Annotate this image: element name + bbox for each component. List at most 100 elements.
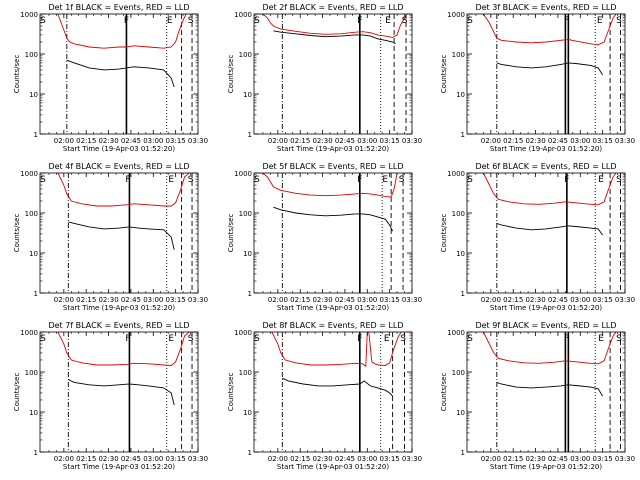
event-marker-label: F xyxy=(124,16,129,26)
x-tick-label: 02:30 xyxy=(312,137,332,145)
plot-area xyxy=(482,173,621,293)
y-tick-label: 100 xyxy=(239,51,252,59)
y-tick-label: 10 xyxy=(243,409,252,417)
x-tick-label: 02:45 xyxy=(548,296,568,304)
event-marker-label: F xyxy=(357,16,362,26)
x-axis-label: Start Time (19-Apr-03 01:52:20) xyxy=(63,145,175,153)
x-tick-label: 02:15 xyxy=(76,137,96,145)
x-tick-label: 02:45 xyxy=(121,296,141,304)
x-tick-label: 03:15 xyxy=(593,296,613,304)
x-tick-label: 02:30 xyxy=(98,296,118,304)
x-tick-label: 03:15 xyxy=(166,296,186,304)
x-tick-label: 03:15 xyxy=(166,137,186,145)
x-tick-label: 03:15 xyxy=(166,455,186,463)
event-marker-label: S xyxy=(399,175,405,185)
lld-series-line xyxy=(255,173,398,198)
event-marker-label: E xyxy=(168,175,174,185)
y-tick-label: 10 xyxy=(456,409,465,417)
y-tick-label: 1 xyxy=(461,290,465,298)
x-tick-label: 02:00 xyxy=(481,296,501,304)
event-marker-label: S xyxy=(254,16,260,26)
plot-area xyxy=(57,173,193,293)
y-tick-label: 100 xyxy=(452,369,465,377)
y-tick-label: 1000 xyxy=(447,11,465,19)
chart-title: Det 3f BLACK = Events, RED = LLD xyxy=(475,3,616,12)
event-marker-label: S xyxy=(616,175,622,185)
y-axis-label: Counts/sec xyxy=(13,373,21,412)
event-marker-label: F xyxy=(357,175,362,185)
event-marker-label: E xyxy=(597,16,603,26)
y-axis-label: Counts/sec xyxy=(227,55,235,94)
x-tick-label: 02:45 xyxy=(548,455,568,463)
x-tick-label: 02:15 xyxy=(290,137,310,145)
x-tick-label: 03:00 xyxy=(570,296,590,304)
x-tick-label: 03:00 xyxy=(143,296,163,304)
lld-series-line xyxy=(57,14,190,49)
y-axis-label: Counts/sec xyxy=(13,214,21,253)
x-tick-label: 03:30 xyxy=(402,296,422,304)
y-axis-label: Counts/sec xyxy=(440,55,448,94)
x-tick-label: 03:30 xyxy=(615,137,635,145)
x-tick-label: 03:15 xyxy=(380,296,400,304)
x-tick-label: 02:30 xyxy=(525,455,545,463)
events-series-line xyxy=(273,206,394,232)
y-tick-label: 1000 xyxy=(234,170,252,178)
y-tick-label: 1 xyxy=(461,131,465,139)
x-tick-label: 02:00 xyxy=(481,455,501,463)
y-tick-label: 1 xyxy=(248,290,252,298)
events-series-line xyxy=(282,377,393,397)
x-tick-label: 02:15 xyxy=(503,137,523,145)
event-marker-label: E xyxy=(598,334,604,344)
x-tick-label: 03:30 xyxy=(615,296,635,304)
events-series-line xyxy=(68,221,175,250)
detector-panel: Det 6f BLACK = Events, RED = LLD 1 10 100 10… xyxy=(440,162,635,312)
chart-title: Det 6f BLACK = Events, RED = LLD xyxy=(475,162,616,171)
x-tick-label: 02:45 xyxy=(335,137,355,145)
plot-area xyxy=(57,14,193,134)
x-tick-label: 02:30 xyxy=(312,296,332,304)
event-marker-label: F xyxy=(125,175,130,185)
lld-series-line xyxy=(57,332,190,366)
y-tick-label: 1 xyxy=(34,131,38,139)
detector-panel: Det 5f BLACK = Events, RED = LLD 1 10 100 10… xyxy=(227,162,422,312)
event-marker-label: S xyxy=(254,334,260,344)
x-tick-label: 02:30 xyxy=(312,455,332,463)
lld-series-line xyxy=(255,14,407,38)
event-marker-label: S xyxy=(616,16,622,26)
detector-panel: Det 1f BLACK = Events, RED = LLD 1 10 100 10… xyxy=(13,3,208,153)
y-tick-label: 100 xyxy=(25,51,38,59)
x-tick-label: 02:00 xyxy=(54,296,74,304)
event-marker-label: F xyxy=(564,175,569,185)
lld-series-line xyxy=(57,173,190,207)
x-tick-label: 02:00 xyxy=(481,137,501,145)
plot-frame xyxy=(253,13,413,135)
y-tick-label: 1000 xyxy=(20,11,38,19)
x-tick-label: 03:15 xyxy=(380,455,400,463)
y-tick-label: 10 xyxy=(456,91,465,99)
event-marker-label: S xyxy=(40,175,46,185)
x-tick-label: 02:30 xyxy=(525,137,545,145)
x-tick-label: 02:15 xyxy=(503,455,523,463)
y-tick-label: 1 xyxy=(34,290,38,298)
x-tick-label: 03:30 xyxy=(188,296,208,304)
x-tick-label: 03:15 xyxy=(593,137,613,145)
plot-frame xyxy=(39,172,199,294)
x-axis-label: Start Time (19-Apr-03 01:52:20) xyxy=(490,145,602,153)
x-tick-label: 03:00 xyxy=(357,296,377,304)
event-marker-label: S xyxy=(188,16,194,26)
y-tick-label: 100 xyxy=(239,210,252,218)
event-marker-label: E xyxy=(167,16,173,26)
y-tick-label: 1 xyxy=(248,449,252,457)
x-tick-label: 02:45 xyxy=(335,296,355,304)
y-tick-label: 10 xyxy=(456,250,465,258)
plot-area xyxy=(482,332,621,452)
y-tick-label: 100 xyxy=(452,210,465,218)
plot-area xyxy=(483,14,621,134)
y-axis-label: Counts/sec xyxy=(440,214,448,253)
x-axis-label: Start Time (19-Apr-03 01:52:20) xyxy=(277,304,389,312)
x-tick-label: 03:00 xyxy=(357,137,377,145)
y-axis-label: Counts/sec xyxy=(13,55,21,94)
event-marker-label: F xyxy=(564,16,569,26)
x-axis-label: Start Time (19-Apr-03 01:52:20) xyxy=(490,463,602,471)
